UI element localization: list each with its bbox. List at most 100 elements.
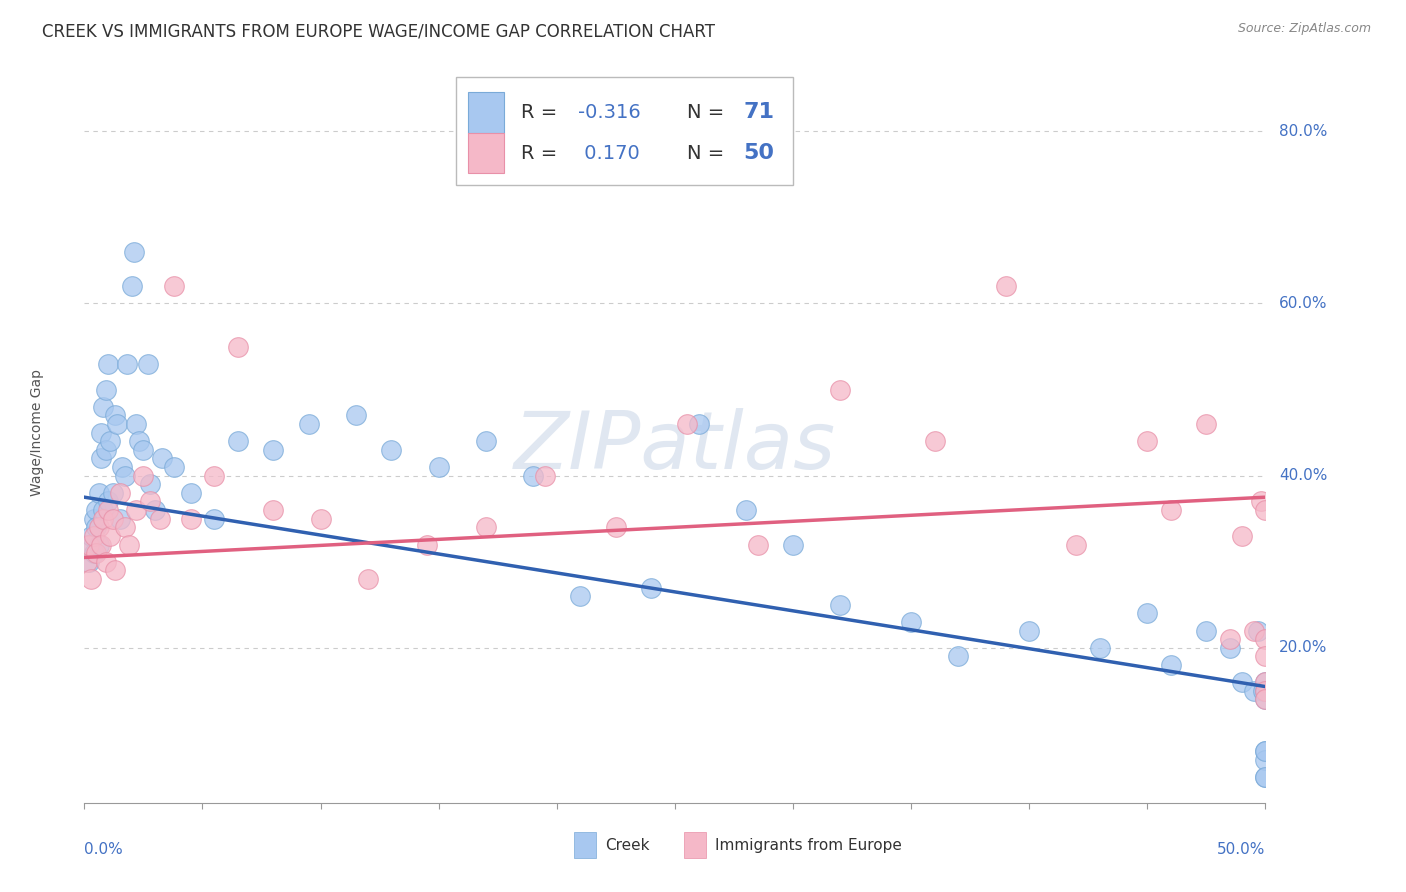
Point — [101, 512, 124, 526]
Text: CREEK VS IMMIGRANTS FROM EUROPE WAGE/INCOME GAP CORRELATION CHART: CREEK VS IMMIGRANTS FROM EUROPE WAGE/INC… — [42, 22, 716, 40]
Point — [1254, 744, 1277, 758]
Point — [108, 486, 131, 500]
Point — [77, 537, 100, 551]
Text: 80.0%: 80.0% — [1279, 124, 1327, 139]
Point — [143, 503, 166, 517]
Point — [1136, 434, 1159, 449]
Point — [149, 512, 172, 526]
Text: N =: N = — [686, 103, 730, 122]
Text: 50: 50 — [744, 143, 775, 163]
Point — [118, 537, 141, 551]
Point — [1254, 753, 1277, 767]
Point — [1254, 675, 1277, 690]
Text: N =: N = — [686, 144, 730, 162]
Point — [1254, 503, 1277, 517]
Point — [380, 442, 402, 457]
Point — [1243, 624, 1265, 638]
Point — [1254, 684, 1277, 698]
Text: 20.0%: 20.0% — [1279, 640, 1327, 656]
Point — [80, 529, 103, 543]
Point — [94, 555, 117, 569]
Point — [924, 434, 946, 449]
Text: 71: 71 — [744, 103, 775, 122]
Point — [114, 468, 136, 483]
Point — [94, 442, 117, 457]
Point — [136, 357, 159, 371]
Bar — [575, 832, 596, 858]
Point — [830, 598, 852, 612]
Point — [309, 512, 332, 526]
Point — [87, 486, 110, 500]
Point — [98, 434, 121, 449]
Point — [101, 486, 124, 500]
Point — [97, 357, 120, 371]
Point — [226, 434, 249, 449]
Bar — [468, 92, 503, 133]
Point — [1136, 607, 1159, 621]
Point — [226, 339, 249, 353]
Text: Creek: Creek — [605, 838, 650, 853]
Point — [1254, 744, 1277, 758]
Point — [262, 503, 284, 517]
Text: Source: ZipAtlas.com: Source: ZipAtlas.com — [1237, 22, 1371, 36]
Point — [76, 555, 98, 569]
Point — [104, 563, 127, 577]
Point — [97, 494, 120, 508]
Point — [1160, 503, 1182, 517]
Point — [534, 468, 557, 483]
Point — [84, 546, 107, 560]
Point — [139, 494, 162, 508]
Point — [163, 460, 186, 475]
Point — [104, 409, 127, 423]
Point — [747, 537, 769, 551]
Point — [163, 279, 186, 293]
Point — [90, 425, 112, 440]
Point — [475, 520, 498, 534]
Point — [91, 400, 114, 414]
Point — [830, 383, 852, 397]
Point — [1254, 632, 1277, 647]
Point — [1230, 675, 1253, 690]
Point — [83, 546, 105, 560]
Point — [84, 520, 107, 534]
Point — [1254, 649, 1277, 664]
Point — [357, 572, 380, 586]
Text: 60.0%: 60.0% — [1279, 296, 1327, 311]
Point — [115, 357, 138, 371]
Point — [1018, 624, 1040, 638]
Point — [416, 537, 439, 551]
Point — [1243, 684, 1265, 698]
FancyBboxPatch shape — [457, 78, 793, 185]
Bar — [468, 133, 503, 173]
Point — [202, 468, 225, 483]
Point — [83, 512, 105, 526]
Point — [114, 520, 136, 534]
Point — [87, 520, 110, 534]
Point — [77, 555, 100, 569]
Point — [122, 244, 145, 259]
Point — [97, 503, 120, 517]
Point — [1247, 624, 1270, 638]
Point — [675, 417, 697, 431]
Point — [475, 434, 498, 449]
Point — [180, 512, 202, 526]
Point — [640, 581, 662, 595]
Point — [948, 649, 970, 664]
Point — [98, 529, 121, 543]
Text: Immigrants from Europe: Immigrants from Europe — [716, 838, 901, 853]
Text: 0.0%: 0.0% — [84, 842, 124, 856]
Text: 50.0%: 50.0% — [1218, 842, 1265, 856]
Point — [83, 529, 105, 543]
Point — [1254, 770, 1277, 784]
Point — [139, 477, 162, 491]
Point — [900, 615, 922, 629]
Bar — [685, 832, 706, 858]
Text: R =: R = — [522, 103, 564, 122]
Point — [734, 503, 756, 517]
Point — [80, 572, 103, 586]
Point — [1230, 529, 1253, 543]
Point — [1088, 640, 1111, 655]
Point — [1250, 494, 1272, 508]
Point — [90, 537, 112, 551]
Point — [90, 451, 112, 466]
